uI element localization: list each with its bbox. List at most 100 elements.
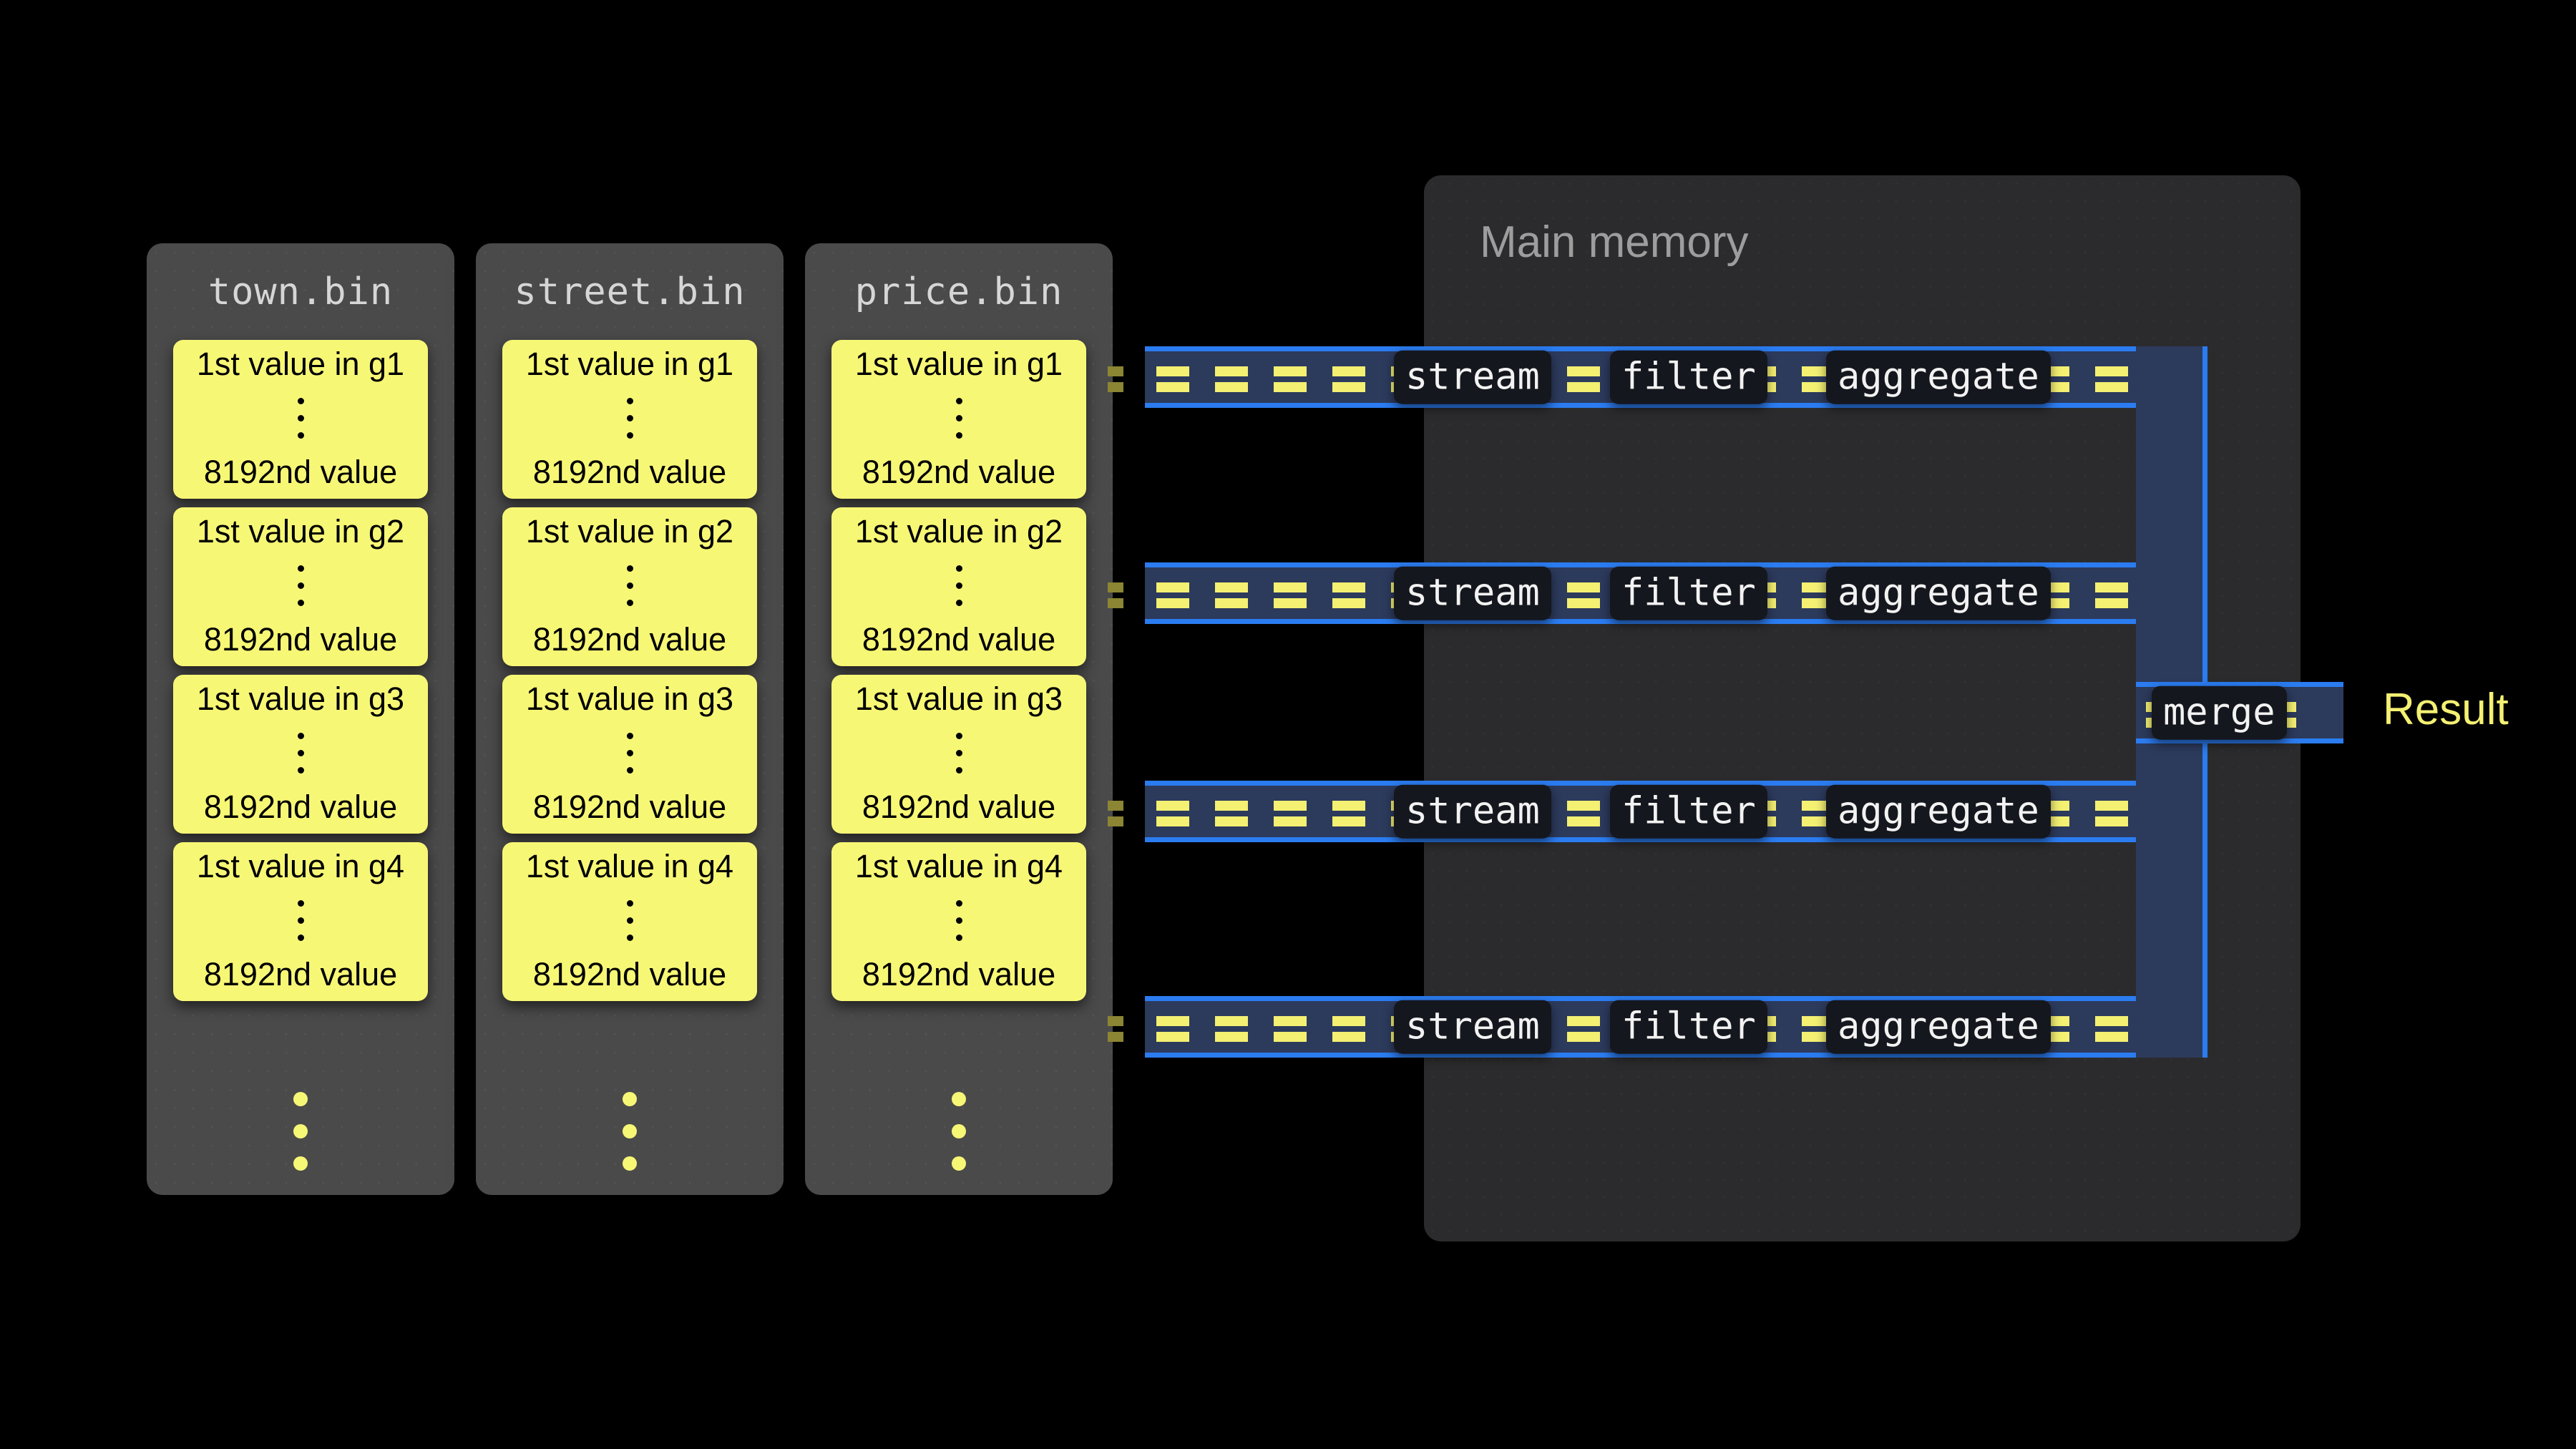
vertical-ellipsis-icon <box>297 548 304 623</box>
column-more-groups-dots <box>476 1092 784 1171</box>
flow-dash-stub-icon <box>1108 359 1123 395</box>
flow-dash-stub-icon <box>1108 575 1123 611</box>
row-group-block: 1st value in g4 8192nd value <box>502 842 757 1001</box>
row-group-block: 1st value in g3 8192nd value <box>502 675 757 834</box>
group-last-value: 8192nd value <box>203 955 398 992</box>
row-group-block: 1st value in g3 8192nd value <box>173 675 428 834</box>
vertical-ellipsis-icon <box>955 381 962 455</box>
flow-dash-icon <box>1156 575 1189 611</box>
group-last-value: 8192nd value <box>203 788 398 825</box>
group-first-value: 1st value in g3 <box>854 680 1063 717</box>
pipeline-row-inner: stream filter aggregate <box>1145 1000 2136 1054</box>
flow-dash-icon <box>1215 575 1248 611</box>
flow-dash-icon <box>1567 794 1600 829</box>
pipeline-row-inner: stream filter aggregate <box>1145 350 2136 404</box>
flow-dash-stub-icon <box>1108 1009 1123 1045</box>
row-group-block: 1st value in g3 8192nd value <box>831 675 1086 834</box>
row-group-block: 1st value in g2 8192nd value <box>831 507 1086 666</box>
column-groups: 1st value in g1 8192nd value 1st value in … <box>805 340 1113 1010</box>
pipeline-row: stream filter aggregate <box>1145 781 2136 842</box>
flow-dash-icon <box>1567 359 1600 395</box>
pipeline-stage-stream[interactable]: stream <box>1394 784 1551 839</box>
pipeline-stage-filter[interactable]: filter <box>1610 350 1767 404</box>
pipeline-stage-filter[interactable]: filter <box>1610 566 1767 620</box>
vertical-ellipsis-icon <box>297 883 304 957</box>
column-file-name: town.bin <box>208 270 394 313</box>
vertical-ellipsis-icon <box>955 883 962 957</box>
flow-dash-icon <box>1274 1009 1307 1045</box>
column-groups: 1st value in g1 8192nd value 1st value in … <box>476 340 784 1010</box>
pipeline-row: stream filter aggregate <box>1145 996 2136 1058</box>
pipeline-stage-filter[interactable]: filter <box>1610 784 1767 839</box>
flow-dash-icon <box>2095 1009 2128 1045</box>
flow-dash-stub-icon <box>1108 794 1123 829</box>
flow-dash-icon <box>1274 794 1307 829</box>
flow-dash-icon <box>1215 359 1248 395</box>
group-first-value: 1st value in g2 <box>854 513 1063 550</box>
group-first-value: 1st value in g1 <box>525 346 734 382</box>
group-first-value: 1st value in g4 <box>854 848 1063 884</box>
column-file-card-price: price.bin 1st value in g1 8192nd value 1st… <box>805 243 1113 1195</box>
group-last-value: 8192nd value <box>203 620 398 658</box>
row-group-block: 1st value in g1 8192nd value <box>831 340 1086 499</box>
flow-dash-icon <box>1567 575 1600 611</box>
pipeline-stage-aggregate[interactable]: aggregate <box>1826 566 2051 620</box>
group-last-value: 8192nd value <box>862 788 1056 825</box>
row-group-block: 1st value in g4 8192nd value <box>831 842 1086 1001</box>
vertical-ellipsis-icon <box>626 381 633 455</box>
flow-dash-icon <box>1215 794 1248 829</box>
pipeline-trunk <box>2136 738 2207 1058</box>
column-more-groups-dots <box>805 1092 1113 1171</box>
pipeline-row: stream filter aggregate <box>1145 346 2136 408</box>
row-group-block: 1st value in g2 8192nd value <box>173 507 428 666</box>
flow-dash-icon <box>1156 1009 1189 1045</box>
group-last-value: 8192nd value <box>862 620 1056 658</box>
result-label: Result <box>2383 685 2509 734</box>
pipeline-row: stream filter aggregate <box>1145 562 2136 624</box>
flow-dash-icon <box>1332 359 1365 395</box>
flow-dash-icon <box>2095 359 2128 395</box>
column-groups: 1st value in g1 8192nd value 1st value in … <box>147 340 454 1010</box>
column-file-card-street: street.bin 1st value in g1 8192nd value 1s… <box>476 243 784 1195</box>
group-first-value: 1st value in g1 <box>854 346 1063 382</box>
pipeline-stage-filter[interactable]: filter <box>1610 1000 1767 1054</box>
vertical-ellipsis-icon <box>626 716 633 790</box>
group-first-value: 1st value in g2 <box>196 513 405 550</box>
row-group-block: 1st value in g1 8192nd value <box>502 340 757 499</box>
pipeline-stage-aggregate[interactable]: aggregate <box>1826 784 2051 839</box>
main-memory-title: Main memory <box>1480 218 1749 267</box>
group-last-value: 8192nd value <box>532 788 727 825</box>
row-group-block: 1st value in g1 8192nd value <box>173 340 428 499</box>
pipeline-stage-merge[interactable]: merge <box>2152 686 2287 740</box>
flow-dash-icon <box>2095 575 2128 611</box>
flow-dash-icon <box>1156 794 1189 829</box>
flow-dash-icon <box>2095 794 2128 829</box>
pipeline-stage-stream[interactable]: stream <box>1394 350 1551 404</box>
column-file-name: price.bin <box>854 270 1063 313</box>
group-first-value: 1st value in g3 <box>196 680 405 717</box>
pipeline-stage-aggregate[interactable]: aggregate <box>1826 350 2051 404</box>
pipeline-stage-aggregate[interactable]: aggregate <box>1826 1000 2051 1054</box>
group-last-value: 8192nd value <box>862 955 1056 992</box>
pipeline-row-inner: stream filter aggregate <box>1145 566 2136 620</box>
group-last-value: 8192nd value <box>532 453 727 490</box>
group-first-value: 1st value in g3 <box>525 680 734 717</box>
flow-dash-icon <box>1274 575 1307 611</box>
flow-dash-icon <box>1332 575 1365 611</box>
pipeline-row-inner: stream filter aggregate <box>1145 784 2136 839</box>
group-last-value: 8192nd value <box>532 955 727 992</box>
merge-node: merge <box>2136 682 2343 743</box>
flow-dash-icon <box>1332 794 1365 829</box>
flow-dash-icon <box>1156 359 1189 395</box>
flow-dash-icon <box>1215 1009 1248 1045</box>
row-group-block: 1st value in g2 8192nd value <box>502 507 757 666</box>
pipeline-stage-stream[interactable]: stream <box>1394 1000 1551 1054</box>
column-file-card-town: town.bin 1st value in g1 8192nd value 1st … <box>147 243 454 1195</box>
column-more-groups-dots <box>147 1092 454 1171</box>
group-first-value: 1st value in g4 <box>196 848 405 884</box>
pipeline-stage-stream[interactable]: stream <box>1394 566 1551 620</box>
vertical-ellipsis-icon <box>297 716 304 790</box>
group-first-value: 1st value in g1 <box>196 346 405 382</box>
group-last-value: 8192nd value <box>203 453 398 490</box>
